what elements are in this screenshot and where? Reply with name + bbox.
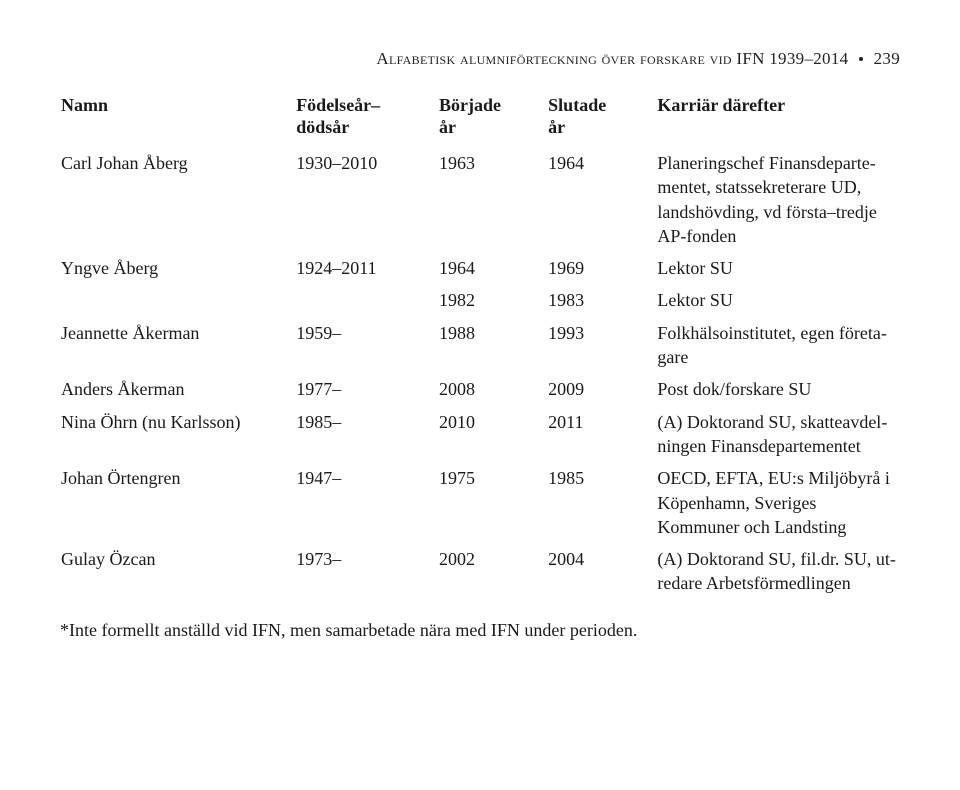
cell-start: 2008 (438, 371, 547, 403)
cell-birth: 1959– (295, 315, 438, 372)
cell-name: Nina Öhrn (nu Karlsson) (60, 404, 295, 461)
col-birth-line2: dödsår (296, 117, 349, 137)
table-row: Jeannette Åkerman1959–19881993Folkhälsoi… (60, 315, 900, 372)
table-row: 19821983Lektor SU (60, 282, 900, 314)
cell-career: (A) Doktorand SU, skatteavdel­ningen Fin… (656, 404, 900, 461)
cell-name: Gulay Özcan (60, 541, 295, 598)
cell-end: 2011 (547, 404, 656, 461)
col-start-line1: Började (439, 95, 501, 115)
running-title: Alfabetisk alumniförteckning över forska… (376, 49, 848, 68)
cell-name: Johan Örtengren (60, 460, 295, 541)
col-end-line1: Slutade (548, 95, 606, 115)
cell-career: Folkhälsoinstitutet, egen företa­gare (656, 315, 900, 372)
cell-start: 1982 (438, 282, 547, 314)
cell-end: 1964 (547, 145, 656, 250)
col-birth-line1: Födelseår– (296, 95, 380, 115)
col-start-line2: år (439, 117, 456, 137)
cell-birth: 1977– (295, 371, 438, 403)
cell-end: 1983 (547, 282, 656, 314)
table-row: Carl Johan Åberg1930–201019631964Planeri… (60, 145, 900, 250)
cell-birth: 1985– (295, 404, 438, 461)
cell-career: Lektor SU (656, 250, 900, 282)
cell-end: 1969 (547, 250, 656, 282)
cell-birth (295, 282, 438, 314)
col-name: Namn (60, 93, 295, 145)
footnote: *Inte formellt anställd vid IFN, men sam… (60, 618, 900, 642)
cell-start: 1988 (438, 315, 547, 372)
cell-birth: 1973– (295, 541, 438, 598)
cell-start: 2010 (438, 404, 547, 461)
cell-start: 1975 (438, 460, 547, 541)
table-row: Yngve Åberg1924–201119641969Lektor SU (60, 250, 900, 282)
table-row: Johan Örtengren1947–19751985OECD, EFTA, … (60, 460, 900, 541)
cell-career: Lektor SU (656, 282, 900, 314)
cell-start: 2002 (438, 541, 547, 598)
cell-career: (A) Doktorand SU, fil.dr. SU, ut­redare … (656, 541, 900, 598)
cell-end: 2004 (547, 541, 656, 598)
cell-name: Jeannette Åkerman (60, 315, 295, 372)
cell-start: 1964 (438, 250, 547, 282)
cell-birth: 1930–2010 (295, 145, 438, 250)
cell-birth: 1947– (295, 460, 438, 541)
cell-start: 1963 (438, 145, 547, 250)
table-header-row: Namn Födelseår– dödsår Började år Slutad… (60, 93, 900, 145)
header-dot (859, 57, 863, 61)
col-career-line1: Karriär därefter (657, 95, 785, 115)
col-name-line1: Namn (61, 95, 108, 115)
page-number: 239 (874, 49, 900, 68)
col-start: Började år (438, 93, 547, 145)
cell-end: 1985 (547, 460, 656, 541)
cell-career: Post dok/forskare SU (656, 371, 900, 403)
cell-career: Planeringschef Finansdeparte­mentet, sta… (656, 145, 900, 250)
cell-name: Yngve Åberg (60, 250, 295, 282)
cell-career: OECD, EFTA, EU:s Miljöbyrå i Köpenhamn, … (656, 460, 900, 541)
table-row: Gulay Özcan1973–20022004(A) Doktorand SU… (60, 541, 900, 598)
cell-name: Carl Johan Åberg (60, 145, 295, 250)
table-row: Nina Öhrn (nu Karlsson)1985–20102011(A) … (60, 404, 900, 461)
col-career: Karriär därefter (656, 93, 900, 145)
cell-end: 2009 (547, 371, 656, 403)
cell-birth: 1924–2011 (295, 250, 438, 282)
alumni-table: Namn Födelseår– dödsår Började år Slutad… (60, 93, 900, 598)
cell-end: 1993 (547, 315, 656, 372)
running-header: Alfabetisk alumniförteckning över forska… (60, 48, 900, 71)
col-end-line2: år (548, 117, 565, 137)
col-birth: Födelseår– dödsår (295, 93, 438, 145)
cell-name (60, 282, 295, 314)
table-row: Anders Åkerman1977–20082009Post dok/fors… (60, 371, 900, 403)
cell-name: Anders Åkerman (60, 371, 295, 403)
col-end: Slutade år (547, 93, 656, 145)
